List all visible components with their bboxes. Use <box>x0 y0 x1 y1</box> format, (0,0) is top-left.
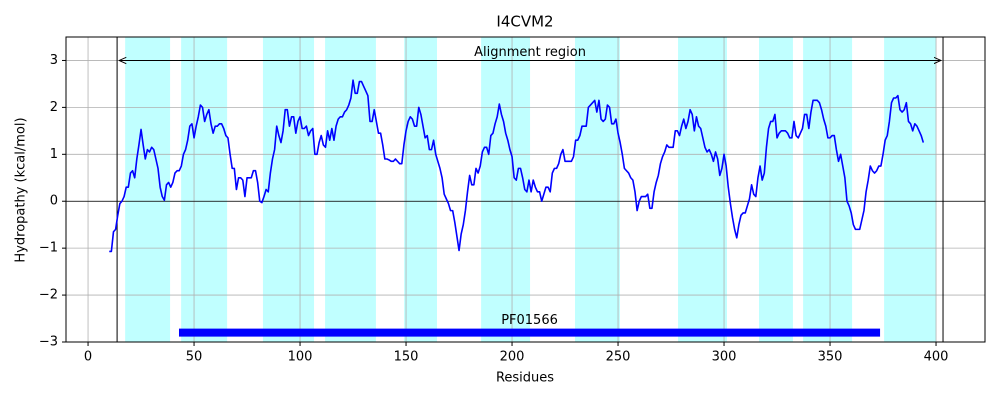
y-tick-label: −2 <box>39 288 58 303</box>
highlight-span <box>803 37 853 342</box>
x-tick-label: 350 <box>818 350 843 365</box>
highlight-span <box>325 37 376 342</box>
y-axis-label: Hydropathy (kcal/mol) <box>14 117 29 262</box>
y-tick-label: 1 <box>50 147 58 162</box>
x-tick-label: 200 <box>500 350 525 365</box>
y-tick-label: −1 <box>39 241 58 256</box>
y-tick-label: 3 <box>50 53 58 68</box>
x-tick-label: 400 <box>924 350 949 365</box>
x-tick-label: 300 <box>712 350 737 365</box>
plot-frame <box>65 36 986 343</box>
x-tick-label: 250 <box>606 350 631 365</box>
domain-label: PF01566 <box>501 313 558 328</box>
x-tick-label: 50 <box>186 350 203 365</box>
chart-title: I4CVM2 <box>496 13 553 31</box>
highlight-span <box>125 37 171 342</box>
arrow-label: Alignment region <box>474 45 586 60</box>
x-tick-label: 100 <box>288 350 313 365</box>
highlight-span <box>759 37 793 342</box>
highlight-span <box>404 37 437 342</box>
highlight-span <box>262 37 315 342</box>
x-axis-label: Residues <box>496 371 554 386</box>
highlight-span <box>575 37 620 342</box>
highlight-span <box>481 37 531 342</box>
y-tick-label: −3 <box>39 335 58 350</box>
x-tick-label: 0 <box>84 350 92 365</box>
highlight-span <box>678 37 728 342</box>
y-tick-label: 0 <box>50 194 58 209</box>
highlight-span <box>181 37 228 342</box>
hydropathy-line <box>109 79 925 253</box>
plot-area: 0 50 100 150 200 250 300 350 400 −3 −2 −1 0 1 2 3 Alignm… <box>39 36 986 365</box>
y-tick-label: 2 <box>50 100 58 115</box>
x-tick-label: 150 <box>394 350 419 365</box>
domain-bar <box>178 328 881 337</box>
highlight-span <box>884 37 937 342</box>
